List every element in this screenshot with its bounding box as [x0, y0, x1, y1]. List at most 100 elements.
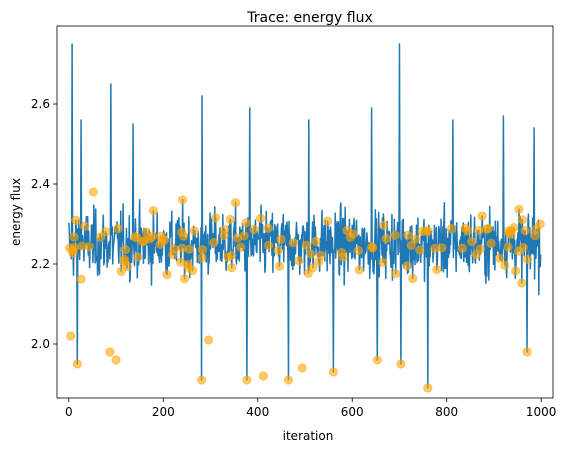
scatter-point — [276, 234, 286, 244]
scatter-point — [503, 242, 513, 252]
scatter-point — [390, 230, 400, 241]
scatter-point — [391, 269, 401, 279]
scatter-point — [517, 215, 527, 225]
scatter-point — [178, 195, 188, 205]
scatter-point — [475, 244, 485, 254]
scatter-point — [520, 225, 530, 236]
y-axis-label: energy flux — [9, 178, 23, 246]
scatter-point — [197, 245, 208, 255]
x-tick-label: 400 — [246, 405, 269, 419]
scatter-point — [273, 245, 283, 256]
scatter-point — [410, 234, 421, 244]
scatter-point — [249, 224, 259, 235]
scatter-point — [354, 265, 364, 275]
scatter-point — [189, 226, 200, 236]
scatter-point — [219, 230, 229, 241]
scatter-point — [379, 220, 389, 231]
plot-area — [65, 43, 545, 393]
scatter-point — [530, 230, 540, 241]
scatter-point — [255, 213, 266, 223]
scatter-point — [446, 224, 457, 234]
scatter-point — [381, 233, 391, 244]
y-tick-label: 2.0 — [31, 337, 50, 351]
scatter-point — [72, 359, 82, 369]
scatter-point — [467, 237, 477, 247]
scatter-point — [179, 231, 189, 241]
scatter-point — [337, 247, 347, 258]
scatter-point — [367, 242, 377, 252]
scatter-point — [263, 223, 273, 233]
scatter-point — [460, 223, 470, 233]
axis-ticks: 0 200 400 600 800 1000 2.0 2.2 2.4 2.6 — [31, 97, 557, 419]
scatter-point — [88, 187, 98, 197]
chart-title: Trace: energy flux — [246, 10, 373, 26]
scatter-point — [430, 243, 440, 254]
scatter-point — [209, 237, 219, 248]
scatter-point — [84, 242, 94, 252]
scatter-point — [348, 229, 358, 239]
x-tick-label: 200 — [152, 405, 175, 419]
scatter-point — [141, 227, 151, 237]
scatter-point — [283, 375, 294, 385]
scatter-point — [258, 371, 269, 381]
scatter-point — [481, 224, 491, 234]
scatter-point — [415, 245, 425, 255]
scatter-point — [211, 213, 221, 223]
scatter-point — [500, 260, 510, 270]
scatter-point — [241, 218, 251, 228]
x-tick-label: 0 — [65, 405, 73, 419]
scatter-point — [158, 234, 168, 244]
scatter-point — [306, 249, 316, 259]
scatter-point — [76, 274, 86, 284]
scatter-point — [196, 375, 207, 385]
scatter-point — [316, 250, 326, 260]
scatter-point — [518, 242, 528, 253]
scatter-point — [133, 252, 143, 262]
scatter-point — [227, 262, 237, 273]
scatter-point — [116, 266, 126, 276]
scatter-point — [517, 278, 527, 288]
scatter-point — [323, 216, 333, 226]
scatter-point — [179, 274, 190, 284]
scatter-point — [80, 221, 90, 231]
scatter-point — [522, 347, 532, 357]
scatter-point — [242, 375, 252, 385]
scatter-point — [474, 225, 484, 235]
scatter-point — [169, 244, 179, 254]
scatter-point — [294, 256, 304, 266]
scatter-point — [162, 269, 172, 280]
scatter-point — [403, 230, 413, 240]
scatter-point — [406, 240, 416, 251]
scatter-point — [105, 347, 115, 357]
axes-frame — [56, 25, 554, 399]
scatter-point — [119, 255, 130, 265]
y-tick-label: 2.6 — [31, 97, 50, 111]
scatter-point — [232, 233, 243, 243]
scatter-point — [71, 215, 81, 225]
scatter-point — [69, 242, 80, 253]
scatter-point — [274, 261, 285, 271]
y-tick-label: 2.2 — [31, 257, 50, 271]
scatter-point — [230, 198, 241, 208]
scatter-point — [111, 355, 121, 365]
scatter-point — [396, 359, 406, 369]
scatter-point — [69, 232, 79, 242]
scatter-point — [184, 244, 194, 254]
scatter-point — [132, 233, 142, 243]
scatter-point — [120, 245, 131, 255]
scatter-point — [303, 268, 313, 278]
scatter-point — [204, 335, 214, 345]
x-tick-label: 600 — [341, 405, 364, 419]
scatter-point — [197, 253, 207, 263]
x-tick-label: 1000 — [526, 405, 557, 419]
scatter-point — [113, 224, 123, 234]
y-tick-label: 2.4 — [31, 177, 50, 191]
scatter-point — [457, 243, 467, 253]
scatter-point — [495, 253, 505, 263]
scatter-point — [372, 355, 382, 365]
scatter-point — [225, 214, 235, 225]
scatter-point — [236, 242, 246, 252]
x-tick-label: 800 — [435, 405, 458, 419]
x-axis-label: iteration — [283, 429, 334, 443]
